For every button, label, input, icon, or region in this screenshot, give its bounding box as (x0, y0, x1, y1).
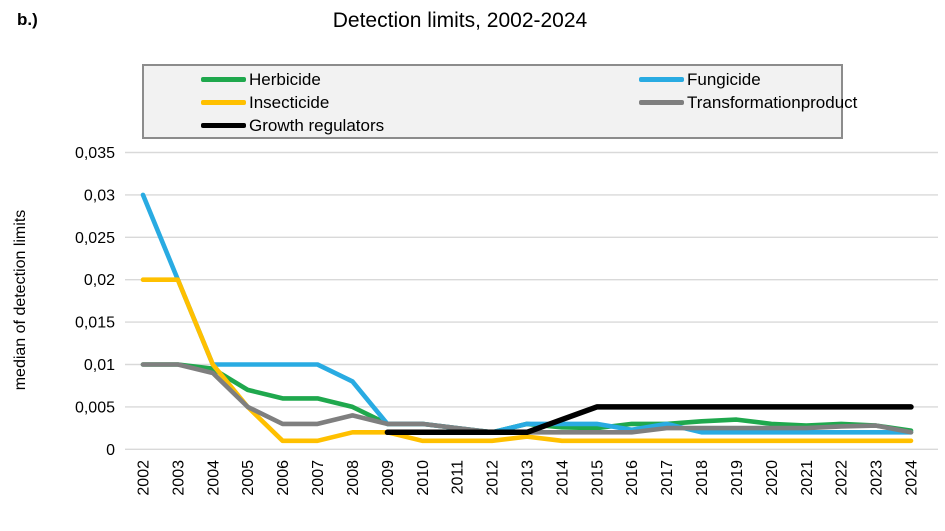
legend-swatch-insecticide (201, 100, 246, 105)
x-tick-label: 2007 (310, 460, 327, 496)
x-tick-label: 2006 (275, 460, 292, 496)
legend-swatch-fungicide (639, 77, 684, 82)
y-tick-label: 0 (106, 442, 115, 459)
x-tick-label: 2004 (205, 460, 222, 496)
series-line-fungicide (140, 192, 914, 435)
legend-label-fungicide: Fungicide (687, 69, 761, 89)
legend-item-herbicide[interactable]: Herbicide (144, 68, 582, 91)
x-tick-label: 2016 (624, 460, 641, 496)
chart-title: Detection limits, 2002-2024 (332, 9, 588, 32)
x-tick-label: 2010 (415, 460, 432, 496)
x-tick-label: 2018 (694, 460, 711, 496)
legend-swatch-herbicide (201, 77, 246, 82)
figure-label: b.) (17, 10, 38, 29)
y-tick-label: 0,02 (84, 272, 115, 289)
x-tick-label: 2023 (869, 460, 886, 496)
x-tick-label: 2013 (520, 460, 537, 496)
legend-label-herbicide: Herbicide (249, 69, 321, 89)
series-line-insecticide (140, 277, 914, 444)
x-tick-label: 2015 (589, 460, 606, 496)
x-tick-label: 2005 (240, 460, 257, 496)
series-line-growth-regulators (384, 404, 914, 436)
legend-item-insecticide[interactable]: Insecticide (144, 91, 582, 114)
y-tick-label: 0,015 (75, 315, 115, 332)
legend-label-transformationproduct: Transformationproduct (687, 92, 858, 112)
x-tick-label: 2021 (799, 460, 816, 496)
y-tick-label: 0,025 (75, 230, 115, 247)
x-tick-label: 2009 (380, 460, 397, 496)
chart-legend: Herbicide Fungicide Insecticide Transformat… (142, 64, 857, 139)
x-tick-label: 2003 (170, 460, 187, 496)
legend-swatch-transformationproduct (639, 100, 684, 105)
x-tick-label: 2022 (834, 460, 851, 496)
x-tick-label: 2012 (485, 460, 502, 496)
y-tick-label: 0,03 (84, 187, 115, 204)
legend-swatch-growth-regulators (201, 123, 246, 128)
y-tick-label: 0,01 (84, 357, 115, 374)
legend-item-transformationproduct[interactable]: Transformationproduct (582, 91, 857, 114)
y-axis-title: median of detection limits (12, 210, 29, 391)
x-tick-label: 2019 (729, 460, 746, 496)
legend-label-growth-regulators: Growth regulators (249, 115, 385, 135)
x-tick-label: 2024 (904, 460, 921, 496)
legend-item-growth-regulators[interactable]: Growth regulators (144, 114, 582, 137)
legend-label-insecticide: Insecticide (249, 92, 330, 112)
x-tick-label: 2011 (450, 460, 467, 495)
x-tick-label: 2008 (345, 460, 362, 496)
legend-item-fungicide[interactable]: Fungicide (582, 68, 857, 91)
y-tick-label: 0,005 (75, 399, 115, 416)
x-tick-label: 2002 (136, 460, 153, 496)
x-tick-label: 2017 (659, 460, 676, 496)
y-tick-label: 0,035 (75, 145, 115, 162)
x-tick-label: 2014 (554, 460, 571, 496)
x-tick-label: 2020 (764, 460, 781, 496)
